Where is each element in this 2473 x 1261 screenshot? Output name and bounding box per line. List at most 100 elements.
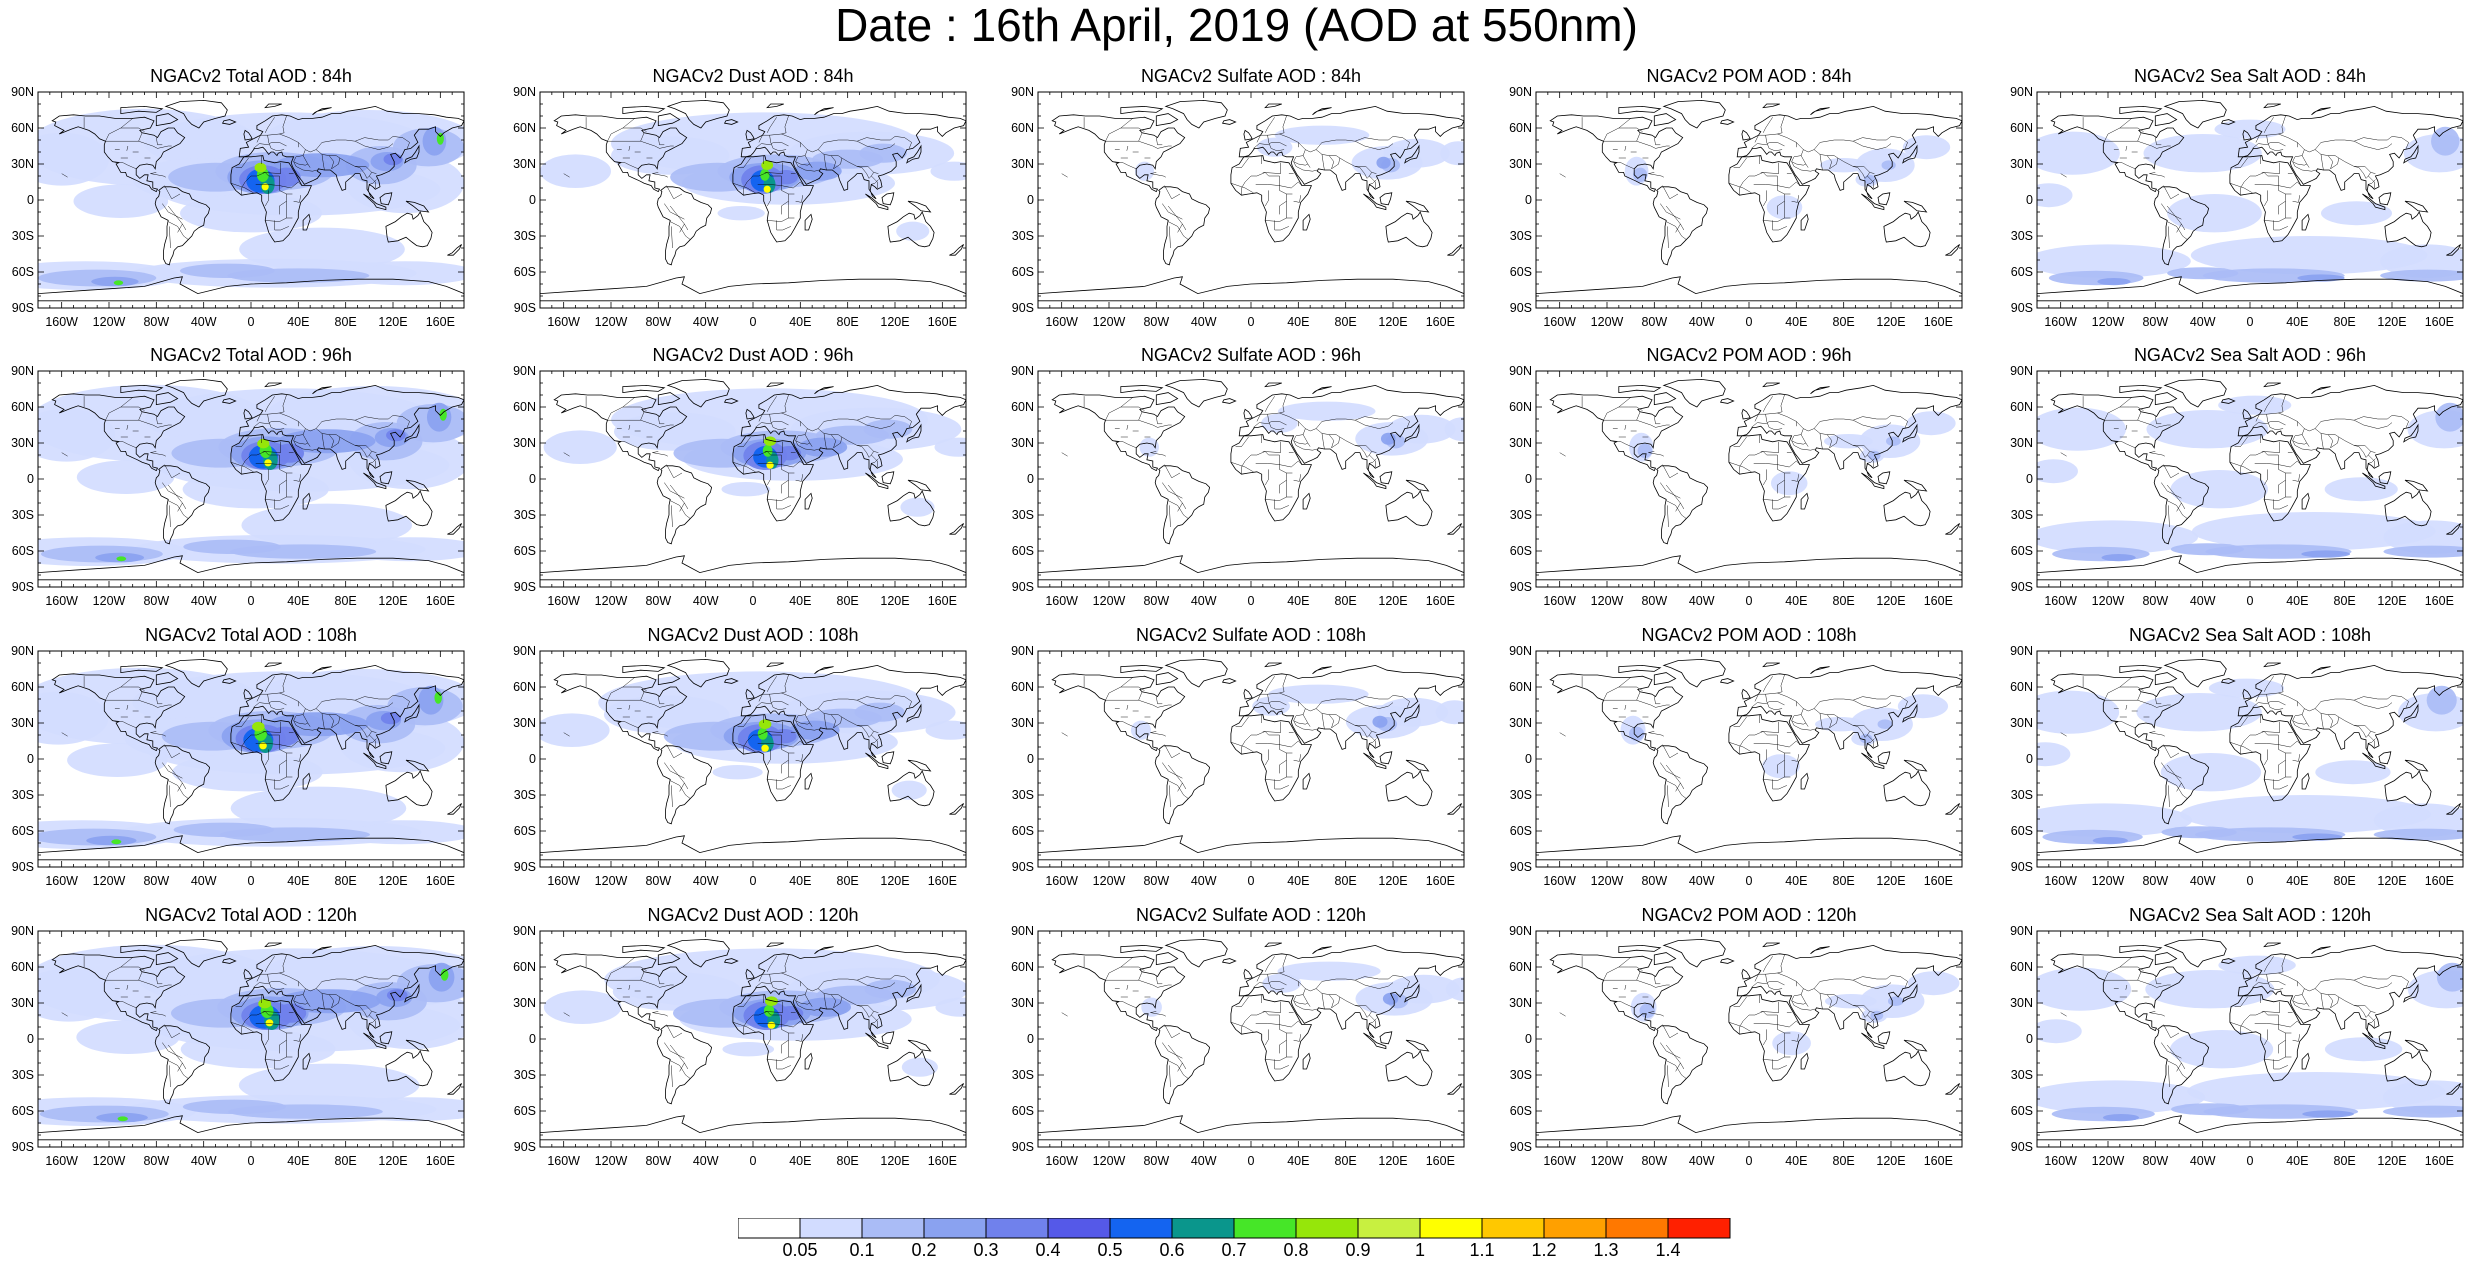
country-border bbox=[1255, 1023, 1292, 1028]
country-border bbox=[1120, 127, 1145, 132]
coastline-arcticislands bbox=[622, 384, 666, 394]
aod-contour bbox=[2426, 685, 2457, 715]
country-border bbox=[1369, 179, 1377, 185]
country-border bbox=[769, 974, 787, 991]
country-border bbox=[177, 782, 183, 792]
aod-contour bbox=[757, 727, 768, 740]
aod-contour bbox=[440, 968, 449, 981]
country-border bbox=[2292, 720, 2317, 731]
country-border bbox=[302, 149, 311, 168]
aod-contour bbox=[760, 168, 770, 181]
country-border bbox=[1262, 1001, 1281, 1013]
aod-contour bbox=[2037, 407, 2126, 451]
country-border bbox=[255, 463, 292, 468]
lon-tick-label: 80E bbox=[1335, 594, 1357, 608]
country-border bbox=[315, 988, 377, 1013]
country-border bbox=[354, 699, 394, 709]
aod-field bbox=[2037, 395, 2463, 562]
country-border bbox=[267, 974, 285, 991]
coastline-madagascar bbox=[1302, 492, 1311, 510]
aod-contour bbox=[901, 1057, 938, 1077]
coastline-baffin bbox=[1155, 392, 1179, 406]
aod-contour bbox=[180, 1030, 336, 1069]
lon-tick-label: 120E bbox=[1876, 874, 1905, 888]
world-map: 160W 120W 80W 40W 0 40E 80E 120E 160E90N60N30N03… bbox=[11, 364, 465, 608]
country-border bbox=[162, 1042, 183, 1059]
lon-tick-label: 120W bbox=[2092, 874, 2125, 888]
country-border bbox=[1293, 434, 1308, 445]
aod-contour bbox=[172, 753, 323, 792]
world-map: 160W 120W 80W 40W 0 40E 80E 120E 160E90N60N30N03… bbox=[11, 924, 465, 1168]
lon-tick-label: 0 bbox=[750, 315, 757, 329]
lat-tick-label: 60N bbox=[2010, 680, 2033, 694]
coastline-novaya bbox=[1312, 946, 1332, 955]
lon-tick-label: 120E bbox=[1876, 594, 1905, 608]
country-border bbox=[1760, 721, 1779, 733]
aod-contour bbox=[2136, 693, 2262, 732]
country-border bbox=[112, 1000, 137, 1009]
country-border bbox=[767, 469, 771, 486]
page-title: Date : 16th April, 2019 (AOD at 550nm) bbox=[835, 0, 1638, 51]
country-border bbox=[766, 676, 777, 692]
coastline-madagascar bbox=[1302, 772, 1311, 790]
coastline-indonesia bbox=[1861, 193, 1885, 211]
lon-tick-label: 120E bbox=[1876, 1154, 1905, 1168]
country-border bbox=[1603, 419, 1670, 428]
aod-contour bbox=[2037, 803, 2193, 837]
country-border bbox=[2292, 434, 2307, 445]
lon-tick-label: 120E bbox=[880, 315, 909, 329]
country-border bbox=[2301, 428, 2310, 447]
country-border bbox=[2252, 421, 2286, 428]
map-panel: NGACv2 Sulfate AOD : 108h 160W 120W 80W 40W 0… bbox=[1011, 625, 1465, 901]
country-border bbox=[1230, 182, 1254, 193]
country-border bbox=[293, 1000, 318, 1011]
lat-tick-label: 60S bbox=[1012, 265, 1034, 279]
map-panel: NGACv2 Sulfate AOD : 96h 160W 120W 80W 40W 0 4… bbox=[1011, 345, 1465, 621]
coastline-nz bbox=[2446, 1083, 2461, 1095]
coastline-samerica bbox=[154, 465, 211, 545]
country-border bbox=[262, 441, 281, 453]
country-border bbox=[267, 135, 285, 152]
country-border bbox=[767, 1056, 789, 1061]
country-border bbox=[2320, 993, 2324, 1010]
lon-tick-label: 160E bbox=[928, 594, 957, 608]
country-border bbox=[2285, 194, 2292, 219]
country-border bbox=[1321, 433, 1325, 450]
country-border bbox=[755, 981, 789, 988]
aod-contour bbox=[1824, 994, 1877, 1009]
aod-field bbox=[38, 384, 464, 566]
country-border bbox=[355, 166, 372, 179]
country-border bbox=[1235, 436, 1249, 447]
country-border bbox=[1819, 713, 1823, 730]
country-border bbox=[2278, 972, 2298, 987]
country-border bbox=[168, 500, 189, 519]
coastline-namerica bbox=[1549, 393, 1684, 472]
coastline-nz bbox=[1447, 523, 1462, 535]
country-border bbox=[1354, 419, 1394, 429]
country-border bbox=[235, 436, 249, 447]
country-border bbox=[1105, 677, 1133, 701]
aod-contour bbox=[265, 1019, 274, 1027]
coastline-borneo bbox=[1379, 751, 1393, 765]
lat-tick-label: 60N bbox=[1011, 680, 1034, 694]
country-border bbox=[1636, 132, 1641, 142]
country-border bbox=[1660, 1042, 1681, 1059]
country-border bbox=[2155, 976, 2162, 985]
country-border bbox=[1648, 731, 1664, 737]
coastline-iceland bbox=[222, 678, 237, 684]
country-border bbox=[2314, 428, 2376, 453]
lon-tick-label: 80E bbox=[2334, 874, 2356, 888]
country-border bbox=[293, 994, 308, 1005]
lat-tick-label: 90S bbox=[1012, 1140, 1034, 1154]
aod-field bbox=[1624, 135, 1951, 220]
country-border bbox=[795, 440, 820, 451]
country-border bbox=[1150, 731, 1166, 737]
lon-tick-label: 0 bbox=[2247, 1154, 2254, 1168]
colorbar-swatch bbox=[738, 1218, 801, 1239]
map-panel: NGACv2 Dust AOD : 120h 160W 120W 80W 40W 0 40E… bbox=[513, 905, 967, 1181]
country-border bbox=[2252, 701, 2286, 708]
lat-tick-label: 30S bbox=[12, 1068, 34, 1082]
lat-tick-label: 30S bbox=[2011, 229, 2033, 243]
aod-field bbox=[1135, 125, 1464, 181]
lon-tick-label: 80E bbox=[2334, 1154, 2356, 1168]
